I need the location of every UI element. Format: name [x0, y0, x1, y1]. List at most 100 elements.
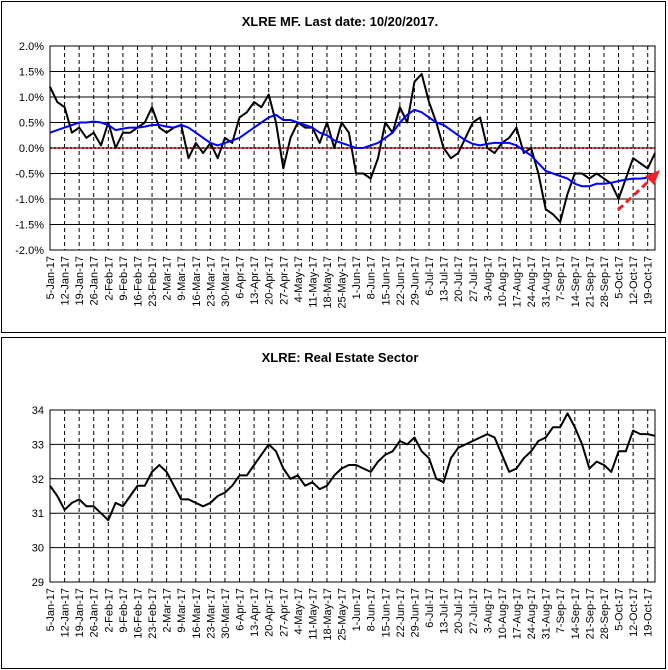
- x-tick-label: 29-Jun-17: [409, 588, 421, 638]
- x-tick-label: 23-Feb-17: [147, 588, 159, 639]
- x-tick-label: 19-Jan-17: [74, 588, 86, 638]
- plot-area: [49, 409, 656, 583]
- x-tick-label: 17-Aug-17: [512, 256, 524, 307]
- x-tick-label: 2-Mar-17: [162, 588, 174, 633]
- y-tick-label: -1.5%: [15, 220, 44, 232]
- x-tick-label: 12-Jan-17: [60, 588, 72, 638]
- x-tick-label: 27-Apr-17: [278, 588, 290, 637]
- x-tick-label: 20-Apr-17: [264, 256, 276, 305]
- x-tick-label: 19-Oct-17: [643, 588, 655, 637]
- x-tick-label: 22-Jun-17: [395, 588, 407, 638]
- x-tick-label: 9-Mar-17: [176, 588, 188, 633]
- x-tick-label: 28-Sep-17: [599, 256, 611, 307]
- x-tick-label: 16-Feb-17: [132, 588, 144, 639]
- x-tick-label: 1-Jun-17: [351, 588, 363, 631]
- x-tick-label: 26-Jan-17: [89, 588, 101, 638]
- y-tick-label: 1.0%: [19, 92, 44, 104]
- x-tick-label: 30-Mar-17: [220, 256, 232, 307]
- y-tick-label: -2.0%: [15, 245, 44, 257]
- x-tick-label: 5-Jan-17: [45, 256, 57, 299]
- y-tick-label: 32: [32, 474, 44, 486]
- x-tick-label: 21-Sep-17: [584, 256, 596, 307]
- x-tick-label: 16-Mar-17: [191, 588, 203, 639]
- plot-frame: [49, 45, 656, 251]
- x-tick-label: 7-Sep-17: [555, 588, 567, 633]
- x-tick-label: 23-Mar-17: [205, 256, 217, 307]
- x-tick-label: 14-Sep-17: [570, 256, 582, 307]
- x-tick-label: 12-Oct-17: [628, 256, 640, 305]
- x-tick-label: 20-Jul-17: [453, 256, 465, 302]
- x-tick-label: 9-Feb-17: [118, 256, 130, 301]
- x-tick-label: 5-Oct-17: [614, 588, 626, 631]
- series-line: [49, 73, 656, 223]
- x-tick-label: 9-Feb-17: [118, 588, 130, 633]
- x-tick-label: 2-Mar-17: [162, 256, 174, 301]
- y-tick-label: 30: [32, 543, 44, 555]
- y-tick-label: 0.0%: [19, 143, 44, 155]
- x-tick-label: 19-Jan-17: [74, 256, 86, 306]
- x-tick-label: 12-Oct-17: [628, 588, 640, 637]
- x-tick-label: 22-Jun-17: [395, 256, 407, 306]
- y-tick-label: 34: [32, 405, 44, 417]
- x-tick-label: 11-May-17: [307, 256, 319, 308]
- y-tick-label: 2.0%: [19, 41, 44, 53]
- x-tick-label: 23-Feb-17: [147, 256, 159, 307]
- x-tick-label: 13-Jul-17: [439, 256, 451, 302]
- x-tick-label: 17-Aug-17: [512, 588, 524, 639]
- x-tick-label: 16-Mar-17: [191, 256, 203, 307]
- x-tick-label: 7-Sep-17: [555, 256, 567, 301]
- x-tick-label: 26-Jan-17: [89, 256, 101, 306]
- x-tick-label: 18-May-17: [322, 256, 334, 309]
- x-tick-label: 13-Apr-17: [249, 256, 261, 305]
- x-tick-label: 25-May-17: [337, 256, 349, 309]
- x-tick-label: 27-Apr-17: [278, 256, 290, 305]
- x-tick-label: 30-Mar-17: [220, 588, 232, 639]
- x-tick-label: 13-Jul-17: [439, 588, 451, 634]
- x-tick-label: 18-May-17: [322, 588, 334, 641]
- series-line: [49, 108, 656, 188]
- x-tick-label: 28-Sep-17: [599, 588, 611, 639]
- x-tick-label: 16-Feb-17: [132, 256, 144, 307]
- x-tick-label: 2-Feb-17: [103, 588, 115, 633]
- x-tick-label: 20-Apr-17: [264, 588, 276, 637]
- y-tick-label: 29: [32, 577, 44, 589]
- x-tick-label: 27-Jul-17: [468, 588, 480, 634]
- x-tick-label: 2-Feb-17: [103, 256, 115, 301]
- trend-arrow: [616, 170, 660, 212]
- x-tick-label: 10-Aug-17: [497, 588, 509, 639]
- y-tick-label: -0.5%: [15, 169, 44, 181]
- y-tick-label: 0.5%: [19, 118, 44, 130]
- x-tick-label: 8-Jun-17: [366, 588, 378, 631]
- x-tick-label: 23-Mar-17: [205, 588, 217, 639]
- x-tick-label: 24-Aug-17: [526, 588, 538, 639]
- x-tick-label: 5-Jan-17: [45, 588, 57, 631]
- x-tick-label: 6-Apr-17: [235, 256, 247, 299]
- x-tick-label: 24-Aug-17: [526, 256, 538, 307]
- x-tick-label: 15-Jun-17: [380, 256, 392, 306]
- x-tick-label: 25-May-17: [337, 588, 349, 641]
- x-tick-label: 4-May-17: [293, 256, 305, 302]
- x-tick-label: 6-Apr-17: [235, 588, 247, 631]
- chart-title: XLRE MF. Last date: 10/20/2017.: [242, 14, 439, 29]
- y-tick-label: -1.0%: [15, 194, 44, 206]
- x-tick-label: 3-Aug-17: [482, 256, 494, 301]
- x-tick-label: 6-Jul-17: [424, 588, 436, 628]
- x-tick-label: 1-Jun-17: [351, 256, 363, 299]
- series-line: [49, 412, 656, 522]
- x-tick-label: 8-Jun-17: [366, 256, 378, 299]
- x-tick-label: 13-Apr-17: [249, 588, 261, 637]
- x-tick-label: 15-Jun-17: [380, 588, 392, 638]
- y-tick-label: 31: [32, 508, 44, 520]
- x-tick-label: 4-May-17: [293, 588, 305, 634]
- chart-title: XLRE: Real Estate Sector: [262, 350, 419, 365]
- plots: -2.0% -1.5% -1.0% -0.5% 0.0% 0.5% 1.0% 1.5% 2.0%…: [15, 41, 656, 641]
- x-tick-label: 27-Jul-17: [468, 256, 480, 302]
- x-tick-label: 3-Aug-17: [482, 588, 494, 633]
- x-tick-label: 19-Oct-17: [643, 256, 655, 305]
- x-tick-label: 20-Jul-17: [453, 588, 465, 634]
- x-tick-label: 31-Aug-17: [541, 256, 553, 307]
- y-tick-label: 1.5%: [19, 67, 44, 79]
- y-tick-label: 33: [32, 439, 44, 451]
- x-tick-label: 6-Jul-17: [424, 256, 436, 296]
